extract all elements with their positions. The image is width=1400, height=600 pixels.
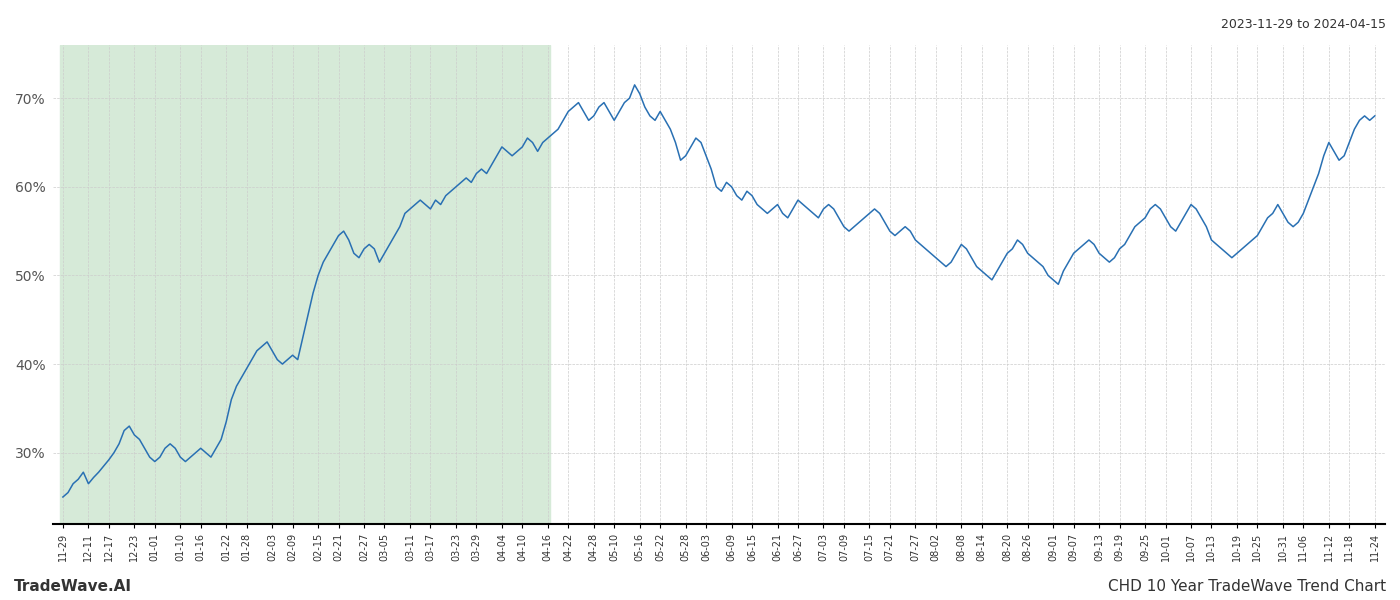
Bar	[60, 45, 550, 524]
Text: 2023-11-29 to 2024-04-15: 2023-11-29 to 2024-04-15	[1221, 18, 1386, 31]
Text: TradeWave.AI: TradeWave.AI	[14, 579, 132, 594]
Text: CHD 10 Year TradeWave Trend Chart: CHD 10 Year TradeWave Trend Chart	[1107, 579, 1386, 594]
